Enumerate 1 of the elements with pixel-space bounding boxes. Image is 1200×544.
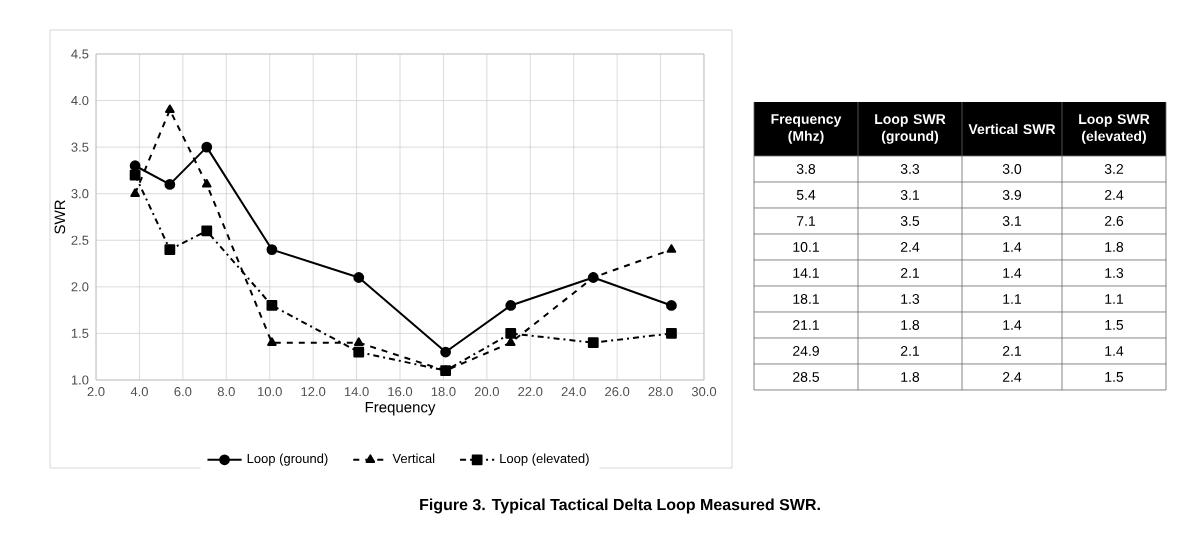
text: Figure 3. Typical Tactical Delta Loop Measured SWR. bbox=[420, 498, 820, 514]
